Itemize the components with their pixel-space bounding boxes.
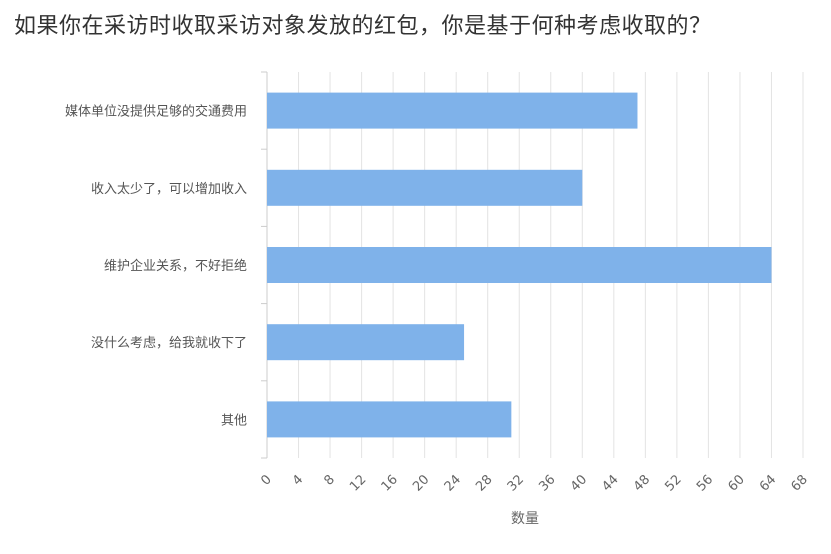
category-labels: 媒体单位没提供足够的交通费用收入太少了，可以增加收入维护企业关系，不好拒绝没什么… — [65, 104, 247, 429]
bar — [267, 169, 583, 206]
category-label: 其他 — [221, 413, 247, 428]
bars — [267, 92, 772, 438]
x-tick-label: 8 — [321, 472, 337, 488]
category-label: 没什么考虑，给我就收下了 — [91, 336, 247, 351]
x-tick-label: 4 — [290, 472, 306, 488]
x-tick-label: 36 — [536, 472, 558, 494]
x-tick-label: 20 — [410, 472, 432, 494]
chart-title: 如果你在采访时收取采访对象发放的红包，你是基于何种考虑收取的？ — [14, 14, 712, 39]
x-tick-labels: 0 4 8 12 16 20 24 28 32 36 40 44 48 52 56 60 64 68 — [258, 472, 810, 494]
bar — [267, 247, 772, 283]
x-tick-label: 24 — [442, 472, 464, 494]
bar — [267, 401, 512, 438]
x-tick-label: 0 — [258, 472, 274, 488]
bar — [267, 324, 465, 361]
x-tick-label: 12 — [347, 472, 369, 494]
category-label: 维护企业关系，不好拒绝 — [104, 258, 247, 274]
x-tick-label: 40 — [568, 472, 590, 494]
x-tick-label: 16 — [379, 472, 401, 494]
bar — [267, 92, 638, 129]
category-label: 收入太少了，可以增加收入 — [91, 182, 247, 197]
x-tick-label: 68 — [789, 472, 811, 494]
x-tick-label: 32 — [505, 472, 527, 494]
x-axis-title: 数量 — [511, 511, 539, 527]
x-tick-label: 28 — [473, 472, 495, 494]
x-tick-label: 64 — [757, 472, 779, 494]
category-label: 媒体单位没提供足够的交通费用 — [65, 104, 247, 120]
x-tick-label: 60 — [725, 472, 747, 494]
x-tick-label: 56 — [694, 472, 716, 494]
x-tick-label: 48 — [631, 472, 653, 494]
x-tick-label: 44 — [599, 472, 621, 494]
y-axis — [261, 71, 268, 459]
x-tick-label: 52 — [662, 472, 684, 494]
